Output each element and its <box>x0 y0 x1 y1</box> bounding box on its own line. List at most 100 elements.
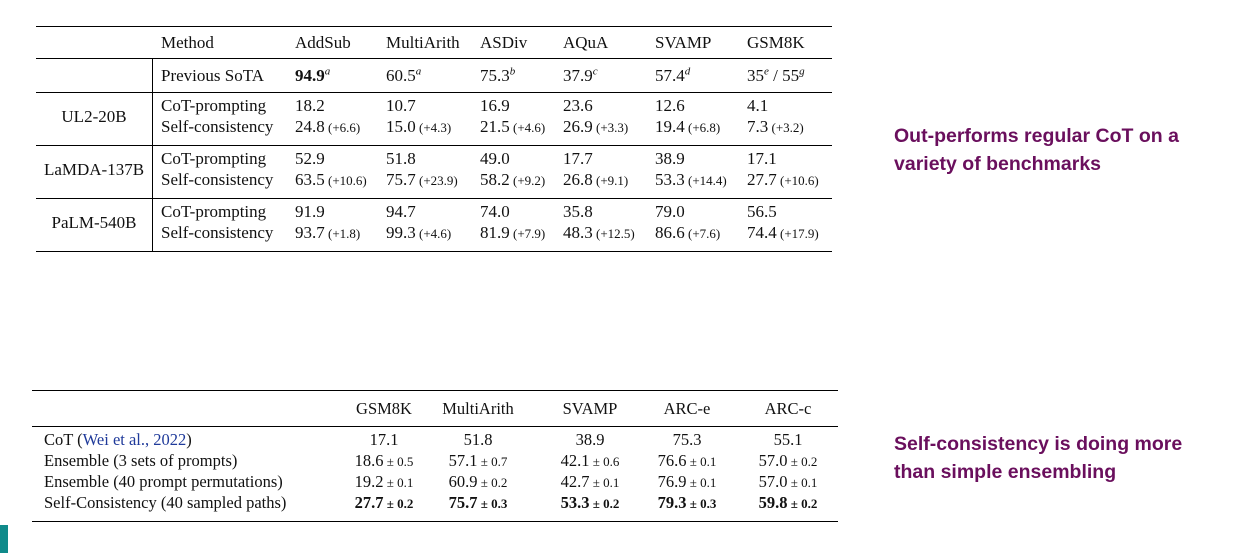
score-value: 17.7 <box>563 149 593 168</box>
header-aqua: AQuA <box>563 33 609 52</box>
score-cell: 86.6 (+7.6) <box>655 222 720 244</box>
sota-value: 94.9a <box>295 65 330 86</box>
score-cell: 17.7 <box>563 148 593 169</box>
score-cell: 79.0 <box>655 201 685 222</box>
score-cell: 76.6 ± 0.1 <box>632 451 742 473</box>
score-value: 16.9 <box>480 96 510 115</box>
score-value: 94.7 <box>386 202 416 221</box>
sota-number: 94.9 <box>295 66 325 85</box>
row-label: Ensemble (3 sets of prompts) <box>44 451 237 472</box>
table-rule <box>32 426 838 427</box>
row-label-text: ) <box>186 430 192 449</box>
table-rule <box>36 198 832 199</box>
score-value: 75.3 <box>672 430 702 449</box>
sota-number: 37.9 <box>563 66 593 85</box>
score-cell: 18.2 <box>295 95 325 116</box>
score-stddev: ± 0.1 <box>787 475 818 490</box>
score-value: 51.8 <box>463 430 493 449</box>
score-value: 86.6 <box>655 223 685 242</box>
row-label: Ensemble (40 prompt permutations) <box>44 472 283 493</box>
score-value: 15.0 <box>386 117 416 136</box>
score-gain: (+7.6) <box>684 226 721 241</box>
sota-footnote: a <box>324 65 331 78</box>
score-value: 81.9 <box>480 223 510 242</box>
method-label: CoT-prompting <box>161 149 267 168</box>
sota-value: 60.5a <box>386 65 421 86</box>
score-cell: 38.9 <box>655 148 685 169</box>
score-value: 19.4 <box>655 117 685 136</box>
score-cell: 16.9 <box>480 95 510 116</box>
sota-value: 35e / 55g <box>747 65 805 86</box>
score-value: 58.2 <box>480 170 510 189</box>
score-gain: (+6.6) <box>324 120 361 135</box>
score-value: 76.6 <box>657 451 687 470</box>
method-label: Self-consistency <box>161 223 274 242</box>
score-cell: 42.7 ± 0.1 <box>535 472 645 494</box>
score-value: 57.0 <box>758 472 788 491</box>
row-label-text: Ensemble (40 prompt permutations) <box>44 472 283 491</box>
score-value: 91.9 <box>295 202 325 221</box>
header-addsub: AddSub <box>295 33 351 52</box>
table-rule <box>36 26 832 27</box>
score-cell: 18.6 ± 0.5 <box>329 451 439 473</box>
score-cell: 51.8 <box>423 430 533 451</box>
sota-value: 75.3b <box>480 65 515 86</box>
score-cell: 75.3 <box>632 430 742 451</box>
sota-label: Previous SoTA <box>161 66 265 85</box>
score-gain: (+3.3) <box>592 120 629 135</box>
table-rule <box>32 521 838 522</box>
header-multiarith: MultiArith <box>442 399 514 418</box>
score-gain: (+17.9) <box>776 226 819 241</box>
method-label: CoT-prompting <box>161 96 267 115</box>
score-cell: 4.1 <box>747 95 768 116</box>
note-ensembling: Self-consistency is doing more than simp… <box>894 433 1183 483</box>
sota-footnote: e <box>764 65 769 78</box>
score-cell: 52.9 <box>295 148 325 169</box>
model-name: UL2-20B <box>61 107 127 126</box>
score-value: 57.1 <box>448 451 478 470</box>
score-stddev: ± 0.2 <box>787 454 818 469</box>
method-label: CoT-prompting <box>161 202 267 221</box>
sota-value: 57.4d <box>655 65 690 86</box>
score-value: 51.8 <box>386 149 416 168</box>
score-cell: 63.5 (+10.6) <box>295 169 367 191</box>
score-value: 10.7 <box>386 96 416 115</box>
score-cell: 19.4 (+6.8) <box>655 116 720 138</box>
score-cell: 74.0 <box>480 201 510 222</box>
score-cell: 81.9 (+7.9) <box>480 222 545 244</box>
score-cell: 27.7 ± 0.2 <box>329 493 439 515</box>
score-cell: 56.5 <box>747 201 777 222</box>
score-cell: 58.2 (+9.2) <box>480 169 545 191</box>
row-label: Self-Consistency (40 sampled paths) <box>44 493 286 514</box>
score-gain: (+1.8) <box>324 226 361 241</box>
sota-number: 75.3 <box>480 66 510 85</box>
score-value: 79.3 <box>657 493 687 512</box>
score-gain: (+10.6) <box>776 173 819 188</box>
row-label-text: Ensemble (3 sets of prompts) <box>44 451 238 470</box>
sota-footnote: b <box>509 65 516 78</box>
score-cell: 79.3 ± 0.3 <box>632 493 742 515</box>
score-cell: 53.3 ± 0.2 <box>535 493 645 515</box>
score-cell: 7.3 (+3.2) <box>747 116 804 138</box>
score-value: 38.9 <box>575 430 605 449</box>
score-value: 42.1 <box>560 451 590 470</box>
score-gain: (+23.9) <box>415 173 458 188</box>
score-cell: 27.7 (+10.6) <box>747 169 819 191</box>
score-cell: 57.0 ± 0.1 <box>733 472 843 494</box>
row-label-text: CoT ( <box>44 430 83 449</box>
score-value: 26.9 <box>563 117 593 136</box>
score-stddev: ± 0.3 <box>477 496 508 511</box>
score-value: 75.7 <box>386 170 416 189</box>
score-value: 74.0 <box>480 202 510 221</box>
slide-accent-bar <box>0 525 8 553</box>
table-vertical-rule <box>152 58 153 251</box>
score-cell: 75.7 ± 0.3 <box>423 493 533 515</box>
score-value: 21.5 <box>480 117 510 136</box>
table-rule <box>36 58 832 59</box>
header-method: Method <box>161 33 214 52</box>
score-value: 55.1 <box>773 430 803 449</box>
score-gain: (+10.6) <box>324 173 367 188</box>
score-gain: (+12.5) <box>592 226 635 241</box>
score-value: 60.9 <box>448 472 478 491</box>
method-label: Self-consistency <box>161 170 274 189</box>
